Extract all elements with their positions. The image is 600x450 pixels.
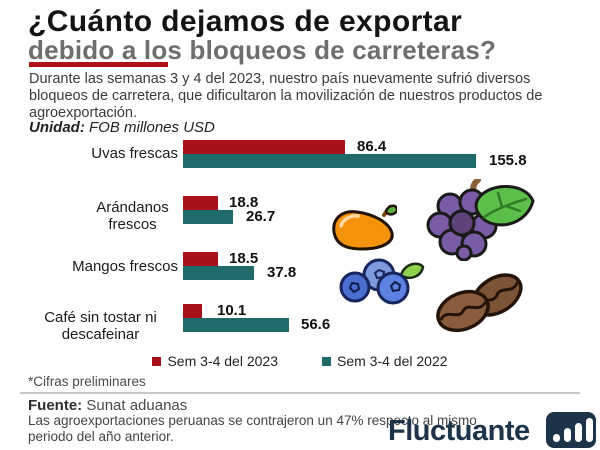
bar-2022-mangos: [183, 266, 254, 280]
category-label-cafe: Café sin tostar ni descafeinar: [44, 309, 157, 343]
chart-legend: Sem 3-4 del 2023 Sem 3-4 del 2022: [0, 353, 600, 369]
footer-divider: [20, 392, 580, 394]
unit-line: Unidad: FOB millones USD: [29, 119, 215, 136]
page-title-line2: debido a los bloqueos de carreteras?: [28, 35, 497, 65]
legend-swatch-2023: [152, 356, 162, 366]
bar-2022-uvas: [183, 154, 476, 168]
source-line: Fuente: Sunat aduanas: [28, 397, 187, 414]
value-2022-cafe: 56.6: [301, 316, 331, 333]
title-underline-accent: [29, 62, 168, 67]
bar-chart-logo-icon: [546, 412, 596, 448]
blueberries-icon: [339, 258, 425, 305]
bar-2023-uvas: [183, 140, 345, 154]
preliminary-note: *Cifras preliminares: [28, 374, 146, 389]
bar-2022-arandanos: [183, 210, 233, 224]
grapes-icon: [426, 179, 535, 261]
legend-label-2023: Sem 3-4 del 2023: [167, 353, 278, 369]
bar-2022-cafe: [183, 318, 289, 332]
footer-comment: Las agroexportaciones peruanas se contra…: [28, 413, 477, 444]
source-value: Sunat aduanas: [86, 397, 188, 414]
source-label: Fuente:: [28, 397, 83, 414]
category-label-uvas: Uvas frescas: [91, 145, 178, 162]
value-2022-mangos: 37.8: [267, 264, 297, 281]
bar-2023-arandanos: [183, 196, 218, 210]
value-2023-cafe: 10.1: [217, 302, 247, 319]
coffee-beans-icon: [436, 273, 523, 333]
category-label-arandanos: Arándanos frescos: [96, 199, 169, 233]
value-2023-mangos: 18.5: [229, 250, 259, 267]
value-2023-arandanos: 18.8: [229, 194, 259, 211]
legend-label-2022: Sem 3-4 del 2022: [337, 353, 448, 369]
legend-item-2023: Sem 3-4 del 2023: [152, 353, 278, 369]
category-label-mangos: Mangos frescos: [72, 258, 178, 275]
legend-swatch-2022: [322, 356, 331, 366]
bar-2023-cafe: [183, 304, 202, 318]
value-2023-uvas: 86.4: [357, 138, 387, 155]
unit-label: Unidad:: [29, 119, 85, 136]
value-2022-arandanos: 26.7: [246, 208, 276, 225]
value-2022-uvas: 155.8: [489, 152, 527, 169]
intro-paragraph: Durante las semanas 3 y 4 del 2023, nues…: [29, 71, 543, 121]
mango-icon: [332, 204, 397, 251]
page-title-line1: ¿Cuánto dejamos de exportar: [28, 5, 463, 38]
brand-name: Fluctuante: [388, 415, 530, 447]
legend-item-2022: Sem 3-4 del 2022: [322, 353, 448, 369]
unit-value: FOB millones USD: [89, 119, 215, 136]
bar-2023-mangos: [183, 252, 218, 266]
